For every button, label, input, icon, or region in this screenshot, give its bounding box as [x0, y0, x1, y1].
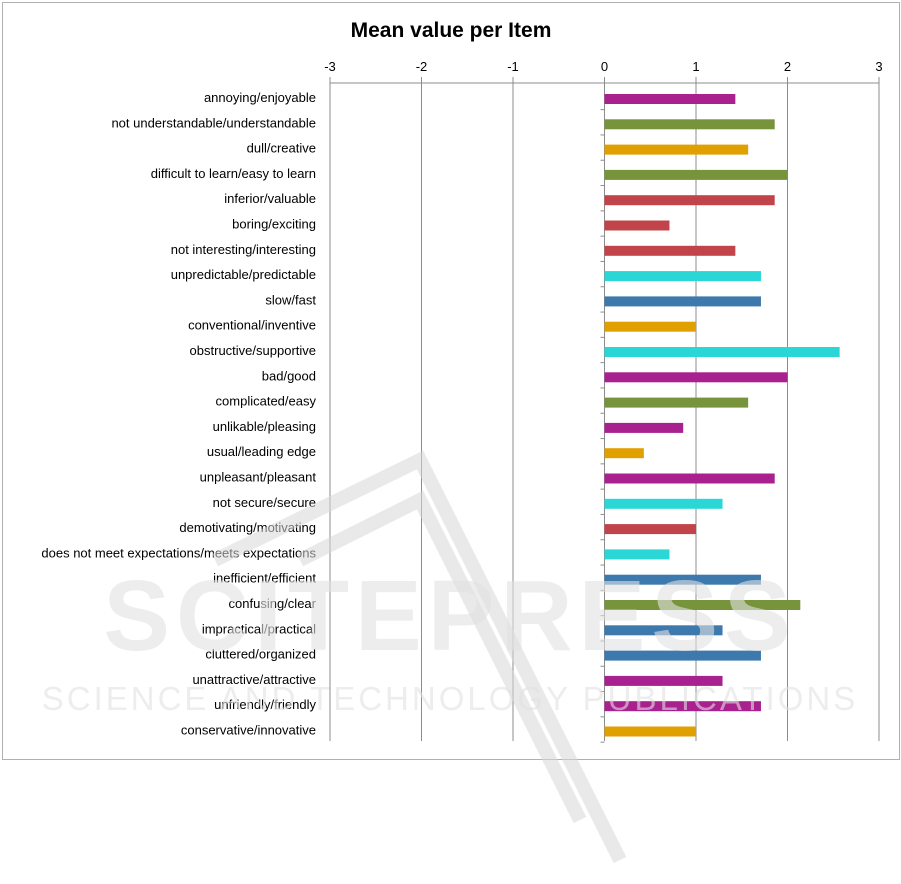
bar	[604, 119, 775, 130]
bar-chart: Mean value per Item -3 -2 -1 0 1 2 3 annoying/…	[41, 19, 883, 743]
category-label: confusing/clear	[229, 596, 317, 611]
x-tick-label: 0	[601, 59, 608, 74]
category-label: slow/fast	[265, 292, 316, 307]
category-label: boring/exciting	[232, 217, 316, 232]
watermark-subtitle: SCIENCE AND TECHNOLOGY PUBLICATIONS	[42, 680, 859, 717]
category-label: conventional/inventive	[188, 318, 316, 333]
bar	[604, 701, 761, 712]
chart-frame: Mean value per Item -3 -2 -1 0 1 2 3 annoying/…	[2, 2, 900, 760]
category-label: not interesting/interesting	[171, 242, 316, 257]
category-label: difficult to learn/easy to learn	[151, 166, 316, 181]
bar	[604, 144, 749, 155]
bar	[604, 600, 801, 610]
bar	[604, 726, 696, 737]
bars	[604, 94, 840, 737]
bar	[604, 397, 749, 408]
category-label: cluttered/organized	[205, 647, 316, 662]
bar	[604, 220, 670, 231]
category-labels: annoying/enjoyable not understandable/und…	[41, 90, 316, 738]
bar	[604, 448, 644, 459]
category-label: obstructive/supportive	[190, 343, 316, 358]
watermark-logo	[211, 450, 627, 864]
bar	[604, 549, 670, 560]
bar	[604, 321, 696, 332]
category-label: not understandable/understandable	[111, 115, 316, 130]
bar	[604, 245, 736, 256]
category-label: unpleasant/pleasant	[200, 470, 317, 485]
bar	[604, 422, 684, 433]
category-label: not secure/secure	[213, 495, 316, 510]
bar	[604, 650, 761, 661]
category-label: usual/leading edge	[207, 444, 316, 459]
watermark-title: SCITEPRESS	[103, 560, 797, 672]
bar	[604, 524, 696, 535]
category-label: unlikable/pleasing	[213, 419, 316, 434]
bar	[604, 94, 736, 104]
category-label: inefficient/efficient	[213, 571, 316, 586]
category-label: inferior/valuable	[224, 191, 316, 206]
bar	[604, 372, 788, 383]
x-tick-label: 3	[875, 59, 882, 74]
bar	[604, 347, 840, 357]
category-label: dull/creative	[247, 141, 316, 156]
category-label: annoying/enjoyable	[204, 90, 316, 105]
x-axis-ticks: -3 -2 -1 0 1 2 3	[324, 59, 882, 74]
bar	[604, 271, 761, 282]
bar	[604, 574, 761, 585]
bar	[604, 498, 723, 509]
x-tick-label: -1	[507, 59, 519, 74]
category-label: unpredictable/predictable	[171, 267, 316, 282]
bar	[604, 625, 723, 636]
category-label: conservative/innovative	[181, 723, 316, 738]
bar	[604, 169, 788, 180]
bar	[604, 473, 775, 484]
x-tick-label: -3	[324, 59, 336, 74]
category-label: unattractive/attractive	[192, 672, 316, 687]
x-tick-label: 1	[692, 59, 699, 74]
x-tick-label: 2	[784, 59, 791, 74]
bar	[604, 195, 775, 206]
x-tick-label: -2	[416, 59, 428, 74]
bar	[604, 296, 761, 307]
category-label: complicated/easy	[216, 394, 317, 409]
category-label: impractical/practical	[202, 621, 316, 636]
bar	[604, 675, 723, 686]
category-label: unfriendly/friendly	[214, 697, 316, 712]
chart-title: Mean value per Item	[351, 19, 552, 42]
category-label: bad/good	[262, 368, 316, 383]
